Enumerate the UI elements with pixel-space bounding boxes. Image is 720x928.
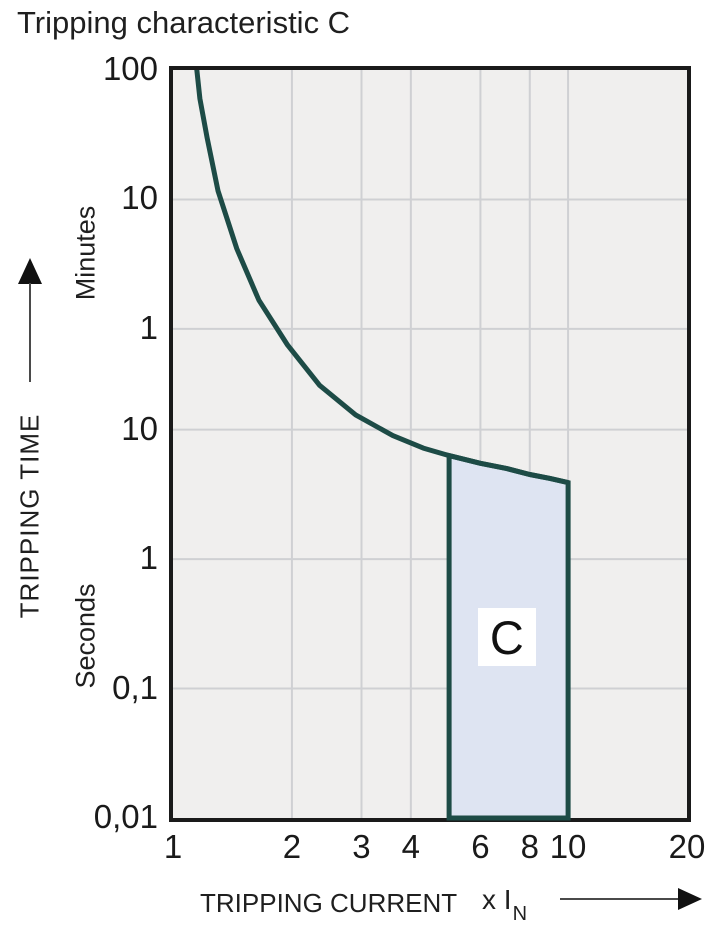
y-tick-label-10: 10 <box>121 409 158 447</box>
up-arrow-line <box>29 283 31 382</box>
y-tick-label-100: 100 <box>102 50 158 88</box>
chart-canvas <box>173 70 687 821</box>
trip-curve <box>194 70 569 486</box>
right-arrow-head <box>678 888 702 910</box>
x-tick-label-3: 3 <box>352 828 371 865</box>
x-tick-label-8: 8 <box>520 828 539 865</box>
plot-frame: C <box>169 66 691 822</box>
y-tick-label-1: 1 <box>139 539 158 577</box>
right-arrow-line <box>560 898 680 900</box>
y-tick-label-0,1: 0,1 <box>112 668 158 706</box>
y-unit-minutes: Minutes <box>70 205 101 301</box>
factor-subscript: N <box>512 902 528 925</box>
x-axis-title: TRIPPING CURRENT <box>200 888 458 918</box>
x-tick-label-1: 1 <box>163 828 183 865</box>
factor-text: x I <box>482 884 512 915</box>
x-tick-label-2: 2 <box>282 828 302 865</box>
region-label: C <box>489 610 524 664</box>
x-axis-factor: x IN <box>482 884 528 925</box>
x-tick-label-10: 10 <box>549 828 587 865</box>
chart-title: Tripping characteristic C <box>17 5 351 40</box>
up-arrow-head <box>18 258 42 284</box>
x-tick-label-4: 4 <box>401 828 421 865</box>
y-tick-label-10: 10 <box>121 179 158 217</box>
x-tick-label-6: 6 <box>471 828 490 865</box>
y-tick-label-0,01: 0,01 <box>93 798 158 836</box>
x-tick-label-20: 20 <box>668 828 706 865</box>
region-label-box: C <box>477 608 536 667</box>
y-tick-label-1: 1 <box>139 309 158 347</box>
